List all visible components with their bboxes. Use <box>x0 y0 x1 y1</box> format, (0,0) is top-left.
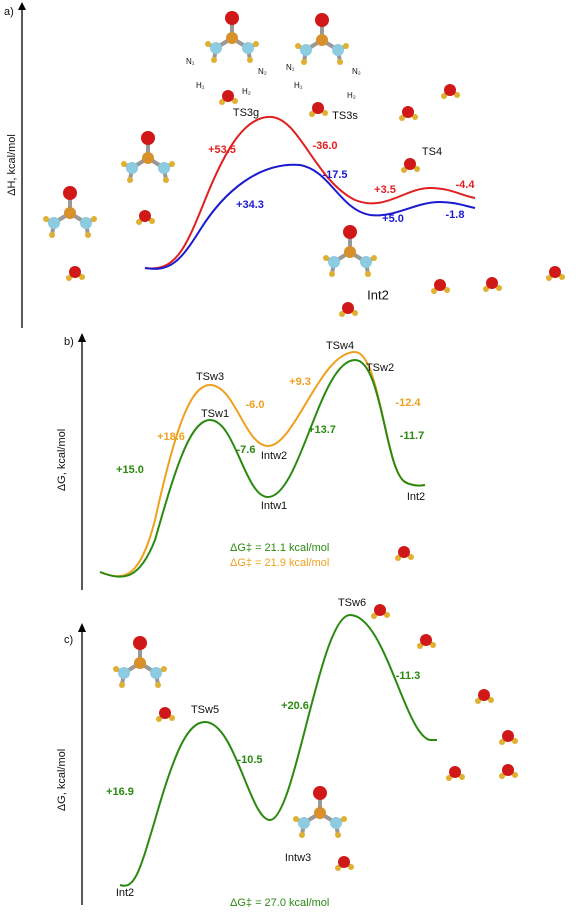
water <box>497 762 520 781</box>
atom-label: H₂ <box>242 87 251 96</box>
energy-label: -36.0 <box>312 140 337 152</box>
axis-label: ΔH, kcal/mol <box>6 134 18 196</box>
water <box>399 156 422 175</box>
state-label: TS3s <box>332 110 358 122</box>
water <box>337 300 360 319</box>
state-label: TS4 <box>422 146 442 158</box>
energy-label: -11.7 <box>400 430 424 442</box>
atom-label: N₁ <box>186 57 195 66</box>
energy-label: +13.7 <box>308 424 336 436</box>
energy-label: -17.5 <box>322 169 347 181</box>
energy-label: +16.9 <box>106 786 134 798</box>
axis-arrow <box>18 2 26 10</box>
state-label: TS3g <box>233 107 259 119</box>
barrier-label: ΔG‡ = 21.1 kcal/mol <box>230 542 329 554</box>
energy-label: +5.0 <box>382 213 404 225</box>
water <box>397 104 420 123</box>
barrier-label: ΔG‡ = 21.9 kcal/mol <box>230 557 329 569</box>
water <box>333 854 356 873</box>
energy-label: +18.6 <box>157 431 185 443</box>
atom-label: N₁ <box>286 63 295 72</box>
energy-label: +20.6 <box>281 700 309 712</box>
state-label: TSw2 <box>366 362 394 374</box>
molecule <box>321 223 379 279</box>
state-label: Intw3 <box>285 852 311 864</box>
state-label: Intw2 <box>261 450 287 462</box>
atom-label: N₂ <box>352 67 361 76</box>
axis-label: ΔG, kcal/mol <box>56 749 68 811</box>
water <box>429 277 452 296</box>
panel-label: a) <box>4 6 14 18</box>
state-label: Int2 <box>116 887 134 899</box>
axis-label: ΔG, kcal/mol <box>56 429 68 491</box>
water <box>415 632 438 651</box>
energy-label: +34.3 <box>236 199 264 211</box>
energy-label: +15.0 <box>116 464 144 476</box>
energy-label: -12.4 <box>395 397 421 409</box>
water <box>154 705 177 724</box>
water <box>307 100 330 119</box>
water <box>497 728 520 747</box>
energy-label: +53.5 <box>208 144 236 156</box>
state-label: TSw6 <box>338 597 366 609</box>
molecule <box>41 184 99 240</box>
molecule <box>119 129 177 185</box>
panel-label: c) <box>64 634 73 646</box>
water <box>369 602 392 621</box>
water <box>473 687 496 706</box>
enthalpy-curve-red <box>144 115 476 270</box>
state-label: Intw1 <box>261 500 287 512</box>
water <box>134 208 157 227</box>
water <box>481 275 504 294</box>
axis-arrow <box>78 333 86 342</box>
state-label: TSw1 <box>201 408 229 420</box>
free-energy-curve-green <box>119 613 437 887</box>
water <box>393 544 416 563</box>
state-label: TSw3 <box>196 371 224 383</box>
water <box>444 764 467 783</box>
enthalpy-curve-blue <box>144 163 476 270</box>
state-label: TSw5 <box>191 704 219 716</box>
molecule <box>293 11 351 67</box>
atom-label: H₁ <box>294 81 303 90</box>
state-label: TSw4 <box>326 340 354 352</box>
molecule <box>291 784 349 840</box>
free-energy-curve-green <box>99 358 426 578</box>
molecule <box>111 634 169 690</box>
energy-label: +3.5 <box>374 184 396 196</box>
energy-label: -11.3 <box>396 670 420 682</box>
energy-label: -7.6 <box>237 444 256 456</box>
panel-a: a) ΔH, kcal/mol +53.5 -36.0 +3.5 -4.4 +3… <box>4 2 567 328</box>
water <box>217 88 240 107</box>
molecule <box>203 9 261 65</box>
water <box>64 264 87 283</box>
atom-label: H₁ <box>196 81 205 90</box>
energy-label: +9.3 <box>289 376 311 388</box>
energy-label: -4.4 <box>456 179 476 191</box>
water <box>439 82 462 101</box>
energy-label: -6.0 <box>246 399 265 411</box>
panel-b: b) ΔG, kcal/mol TSw3 TSw1 Intw2 Intw1 TS… <box>56 333 426 590</box>
panel-c: c) ΔG, kcal/mol TSw5 TSw6 Intw3 Int2 +16… <box>56 544 520 909</box>
state-label: Int2 <box>407 491 425 503</box>
energy-label: -10.5 <box>237 754 262 766</box>
barrier-label: ΔG‡ = 27.0 kcal/mol <box>230 897 329 909</box>
state-label: Int2 <box>367 287 389 302</box>
atom-label: N₂ <box>258 67 267 76</box>
atom-label: H₂ <box>347 91 356 100</box>
axis-arrow <box>78 623 86 632</box>
energy-label: -1.8 <box>446 209 465 221</box>
water <box>544 264 567 283</box>
panel-label: b) <box>64 336 74 348</box>
